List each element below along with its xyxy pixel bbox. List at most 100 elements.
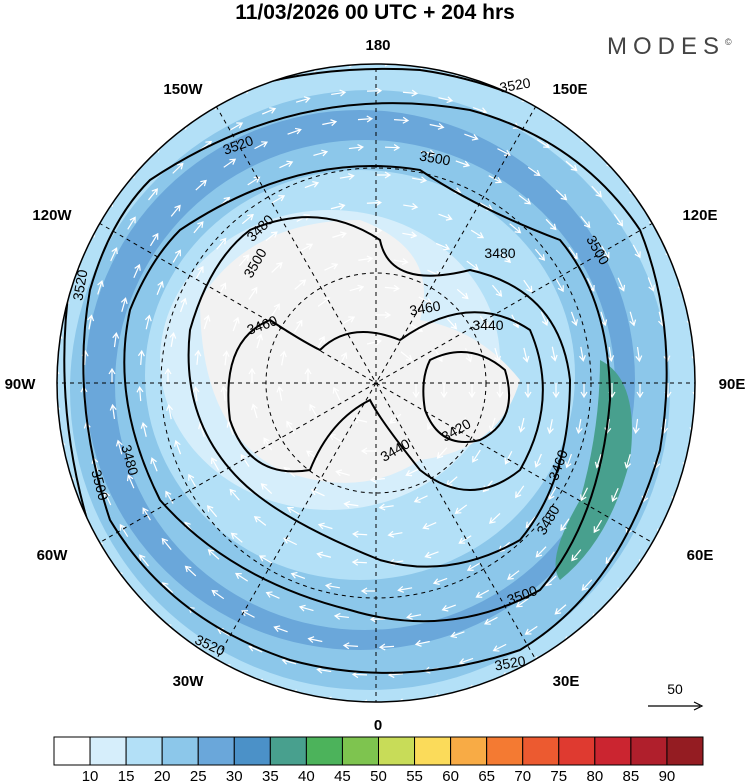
colorbar-label: 70 bbox=[514, 768, 531, 782]
wind-arrow bbox=[232, 316, 240, 332]
wind-arrow bbox=[248, 286, 258, 300]
contour-label: 3500 bbox=[88, 468, 112, 502]
wind-arrow bbox=[441, 604, 456, 612]
wind-arrow bbox=[148, 188, 159, 201]
wind-arrow bbox=[140, 422, 148, 437]
wind-arrow bbox=[611, 487, 619, 503]
wind-arrow bbox=[165, 490, 174, 504]
wind-arrow bbox=[580, 487, 589, 502]
contour-label: 3520 bbox=[498, 74, 532, 95]
wind-arrow bbox=[295, 96, 311, 103]
wind-arrow bbox=[286, 506, 301, 516]
wind-arrow bbox=[316, 335, 325, 350]
wind-arrow bbox=[489, 513, 501, 524]
wind-arrow bbox=[137, 349, 145, 365]
wind-arrow bbox=[211, 589, 225, 600]
wind-arrow bbox=[385, 144, 401, 152]
colorbar-label: 30 bbox=[226, 768, 243, 782]
wind-arrow bbox=[120, 297, 128, 312]
colorbar-swatch bbox=[125, 736, 163, 766]
wind-arrow bbox=[360, 447, 376, 455]
wind-arrow bbox=[540, 311, 549, 326]
wind-arrow bbox=[324, 582, 340, 590]
colorbar-swatch bbox=[161, 736, 199, 766]
wind-arrow bbox=[339, 351, 348, 366]
reference-vector: 50 bbox=[648, 681, 704, 711]
wind-arrow bbox=[331, 89, 347, 97]
wind-arrow bbox=[112, 332, 120, 348]
wind-arrow bbox=[273, 625, 288, 633]
wind-arrow bbox=[497, 148, 511, 157]
map-boundary bbox=[56, 63, 696, 703]
wind-arrow bbox=[348, 143, 365, 151]
wind-arrow bbox=[581, 579, 593, 591]
wind-arrow bbox=[87, 314, 95, 330]
colorbar-swatch bbox=[522, 736, 560, 766]
wind-arrow bbox=[527, 166, 541, 177]
wind-arrow bbox=[309, 403, 318, 418]
wind-arrow bbox=[258, 555, 273, 564]
colorbar-swatch bbox=[666, 736, 704, 766]
wind-arrow bbox=[195, 179, 207, 191]
colorbar-swatch bbox=[197, 736, 235, 766]
wind-arrow bbox=[518, 417, 526, 433]
wind-arrow bbox=[393, 258, 409, 266]
modes-logo: MODES© bbox=[607, 33, 732, 61]
wind-arrow bbox=[522, 347, 530, 363]
colorbar-label: 80 bbox=[586, 768, 603, 782]
wind-arrow bbox=[149, 232, 159, 247]
colorbar-swatch bbox=[630, 736, 668, 766]
wind-arrow bbox=[601, 245, 610, 259]
lon-180: 180 bbox=[365, 37, 390, 54]
colorbar-swatch bbox=[53, 736, 91, 766]
wind-arrow bbox=[57, 367, 60, 383]
wind-arrow bbox=[195, 265, 204, 280]
wind-arrow bbox=[455, 160, 471, 168]
colorbar-swatch bbox=[89, 736, 127, 766]
wind-arrow bbox=[335, 469, 350, 477]
wind-arrow bbox=[360, 587, 376, 595]
colorbar-label: 20 bbox=[154, 768, 171, 782]
wind-arrow bbox=[271, 303, 280, 317]
wind-arrow bbox=[166, 404, 174, 420]
contour-label: 3500 bbox=[418, 147, 452, 168]
wind-arrow bbox=[376, 311, 392, 319]
wind-arrow bbox=[193, 221, 204, 234]
wind-arrow bbox=[393, 116, 410, 124]
wind-arrow bbox=[174, 439, 182, 455]
colorbar-swatch bbox=[486, 736, 524, 766]
wind-arrow bbox=[283, 537, 297, 546]
wind-arrow bbox=[523, 279, 533, 293]
wind-arrow bbox=[492, 643, 507, 652]
wind-arrow bbox=[376, 171, 392, 179]
wind-arrow bbox=[144, 314, 152, 330]
wind-arrow bbox=[456, 288, 469, 300]
arrow-head-icon bbox=[693, 701, 704, 711]
wind-arrow bbox=[172, 249, 181, 263]
wind-arrow bbox=[139, 554, 149, 567]
wind-arrow bbox=[126, 474, 135, 489]
wind-arrow bbox=[384, 284, 400, 292]
wind-arrow bbox=[507, 570, 520, 580]
wind-arrow bbox=[458, 417, 467, 432]
wind-arrow bbox=[317, 297, 331, 307]
colorbar-label: 85 bbox=[623, 768, 640, 782]
wind-arrow bbox=[475, 589, 490, 598]
wind-arrow bbox=[316, 551, 332, 559]
contour-label: 3480 bbox=[118, 443, 142, 477]
wind-arrow bbox=[564, 453, 573, 469]
lon-30w: 30W bbox=[173, 673, 205, 690]
wind-arrow bbox=[488, 175, 503, 184]
colorbar-swatch bbox=[233, 736, 271, 766]
wind-arrow bbox=[333, 612, 350, 620]
colorbar-label: 60 bbox=[442, 768, 459, 782]
wind-arrow bbox=[578, 346, 586, 362]
wind-arrow bbox=[360, 699, 376, 702]
wind-arrow bbox=[494, 347, 501, 363]
wind-arrow bbox=[238, 254, 250, 267]
lon-150w: 150W bbox=[163, 81, 203, 98]
wind-arrow bbox=[322, 119, 338, 127]
wind-arrow bbox=[378, 643, 395, 651]
wind-arrow bbox=[413, 495, 428, 503]
wind-arrow bbox=[424, 551, 439, 559]
